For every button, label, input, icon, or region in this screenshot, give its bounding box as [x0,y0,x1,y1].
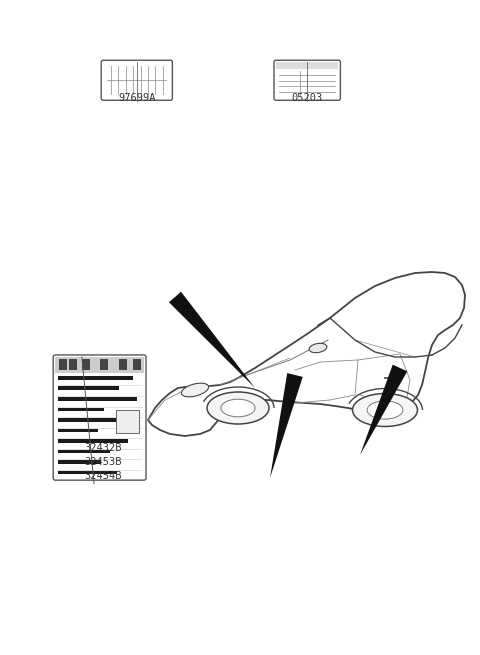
Bar [58,460,101,464]
Ellipse shape [207,392,269,424]
Bar [116,409,139,433]
Bar [58,376,133,380]
Bar [58,439,128,443]
Ellipse shape [309,343,327,352]
Bar [58,471,117,474]
FancyBboxPatch shape [53,355,146,480]
Text: 32454B: 32454B [84,472,121,481]
Bar [100,358,108,370]
Ellipse shape [181,383,209,397]
Ellipse shape [221,399,255,417]
Bar [55,357,144,373]
Text: 32432B: 32432B [84,443,121,453]
Bar [70,358,77,370]
Bar [58,450,110,453]
Ellipse shape [367,401,403,419]
Text: 32453B: 32453B [84,457,121,467]
Bar [133,358,141,370]
Bar [82,358,90,370]
Bar [58,397,137,401]
Polygon shape [148,272,465,436]
Bar [58,407,104,411]
Bar [119,358,127,370]
Polygon shape [360,365,407,455]
Text: 97699A: 97699A [118,94,156,103]
Ellipse shape [352,394,418,426]
Bar [58,386,119,390]
Polygon shape [169,291,255,388]
Bar [58,418,124,422]
Bar [58,428,98,432]
Polygon shape [270,373,303,478]
Text: 05203: 05203 [291,94,323,103]
Bar [59,358,67,370]
Bar [276,62,338,69]
FancyBboxPatch shape [274,60,340,100]
FancyBboxPatch shape [101,60,172,100]
